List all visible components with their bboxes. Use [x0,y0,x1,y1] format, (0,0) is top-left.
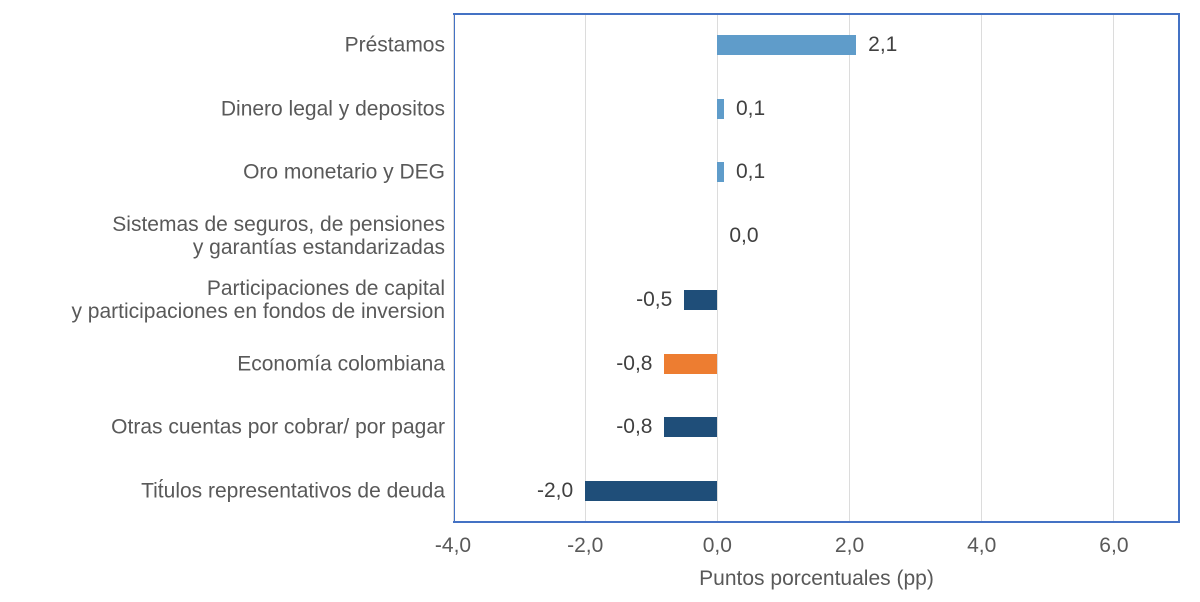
bar [684,289,718,310]
bar-value-label: -0,8 [616,415,653,439]
plot-area [453,13,1180,523]
bar-value-label: 0,1 [735,96,766,120]
bar [664,417,718,438]
x-tick-label: -2,0 [567,534,604,557]
category-label: Participaciones de capital y participaci… [71,276,445,323]
bar [717,98,724,119]
bar-value-label: 0,1 [735,160,766,184]
x-tick-label: 2,0 [834,534,865,557]
x-tick-label: -4,0 [434,534,472,557]
gridline [849,15,851,521]
category-label: Oro monetario y DEG [243,160,445,184]
category-label: Sistemas de seguros, de pensiones y gara… [112,213,445,260]
bar [664,353,718,374]
gridline [584,15,586,521]
bar-value-label: -0,8 [616,351,653,375]
category-label: Otras cuentas por cobrar/ por pagar [111,415,445,439]
gridline [716,15,718,521]
x-tick-label: 0,0 [702,534,732,557]
bar [585,481,718,502]
category-label: Economía colombiana [237,352,445,376]
bar-value-label: 0,0 [729,224,759,248]
x-axis-title: Puntos porcentuales (pp) [699,567,934,590]
bar-value-label: -0,5 [636,287,673,311]
gridline [452,15,454,521]
bar [717,34,857,55]
category-label: Tit́ulos representativos de deuda [141,479,445,503]
bar [717,162,724,183]
category-label: Préstamos [344,33,445,57]
bar-value-label: 2,1 [868,32,898,56]
gridline [1113,15,1115,521]
category-label: Dinero legal y depositos [220,97,445,121]
x-tick-label: 4,0 [967,534,997,557]
bar-value-label: -2,0 [536,479,574,503]
gridline [981,15,983,521]
x-tick-label: 6,0 [1099,534,1129,557]
